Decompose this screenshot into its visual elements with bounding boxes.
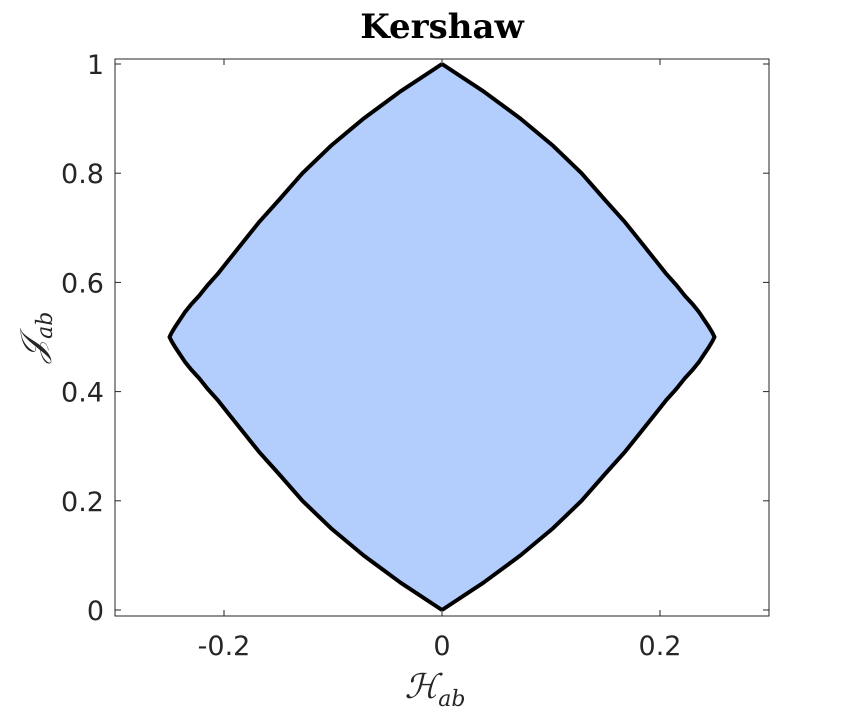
- y-axis-label-sub: ab: [33, 312, 58, 339]
- x-axis-label-main: ℋ: [405, 667, 444, 707]
- x-axis-ticks: -0.2 0 0.2: [198, 59, 682, 662]
- y-tick-label: 0.4: [61, 378, 104, 409]
- y-tick-label: 0.8: [61, 159, 104, 190]
- x-tick-label: 0: [433, 631, 450, 662]
- y-tick-label: 0.2: [61, 487, 104, 518]
- x-tick-label: 0.2: [639, 631, 682, 662]
- right-boundary-line: [440, 62, 717, 612]
- left-boundary-line: [167, 62, 444, 612]
- y-tick-label: 0: [87, 596, 104, 627]
- chart-title: Kershaw: [360, 7, 524, 47]
- realizable-region-fill: [169, 64, 715, 610]
- y-axis-label: 𝒥ab: [13, 312, 58, 365]
- x-axis-label: ℋab: [405, 667, 466, 712]
- y-tick-label: 0.6: [61, 268, 104, 299]
- y-axis-ticks: 0 0.2 0.4 0.6 0.8 1: [61, 50, 769, 627]
- plot-area: [167, 62, 717, 612]
- y-tick-label: 1: [87, 50, 104, 81]
- x-axis-label-sub: ab: [438, 687, 465, 712]
- x-tick-label: -0.2: [198, 631, 251, 662]
